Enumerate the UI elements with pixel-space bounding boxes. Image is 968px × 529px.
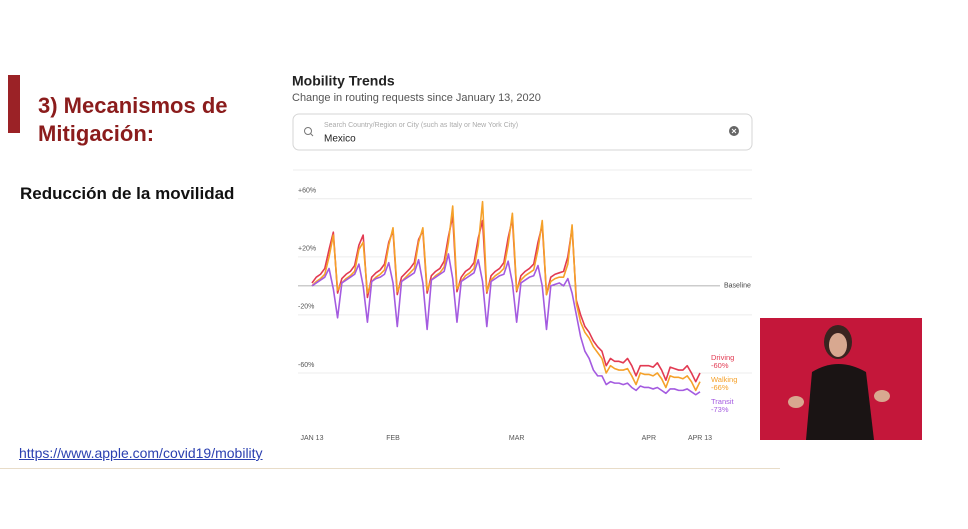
x-tick-label: MAR — [509, 435, 525, 442]
search-value: Mexico — [324, 134, 356, 145]
interpreter-hand — [874, 390, 890, 402]
search-placeholder: Search Country/Region or City (such as I… — [324, 122, 518, 129]
legend-label: Transit — [711, 397, 735, 406]
end-value-label: -73% — [711, 405, 729, 414]
slide-heading: 3) Mecanismos de Mitigación: — [38, 93, 228, 146]
panel-title: Mobility Trends — [292, 73, 395, 89]
x-tick-label: JAN 13 — [301, 435, 324, 442]
legend-label: Walking — [711, 375, 737, 384]
interpreter-body — [806, 364, 874, 440]
x-tick-label: APR 13 — [688, 435, 712, 442]
search-box[interactable] — [292, 113, 753, 151]
legend-label: Driving — [711, 353, 734, 362]
baseline-label: Baseline — [724, 283, 751, 290]
interpreter-face — [829, 333, 847, 357]
interpreter-hand — [788, 396, 804, 408]
y-tick-label: -20% — [298, 304, 314, 311]
clear-icon — [731, 128, 737, 134]
mobility-link[interactable]: https://www.apple.com/covid19/mobility — [19, 445, 263, 461]
y-tick-label: +60% — [298, 188, 316, 195]
search-icon-handle — [310, 133, 314, 137]
series-line — [311, 253, 701, 396]
series-line — [311, 200, 701, 392]
slide-subheading: Reducción de la movilidad — [20, 184, 235, 203]
end-value-label: -66% — [711, 383, 729, 392]
x-tick-label: FEB — [386, 435, 400, 442]
y-tick-label: +20% — [298, 246, 316, 253]
series-line — [311, 215, 701, 383]
accent-bar — [8, 75, 20, 133]
divider — [0, 468, 780, 469]
y-tick-label: -60% — [298, 362, 314, 369]
panel-subtitle: Change in routing requests since January… — [292, 92, 541, 104]
end-value-label: -60% — [711, 361, 729, 370]
x-tick-label: APR — [642, 435, 656, 442]
search-icon — [304, 127, 312, 135]
